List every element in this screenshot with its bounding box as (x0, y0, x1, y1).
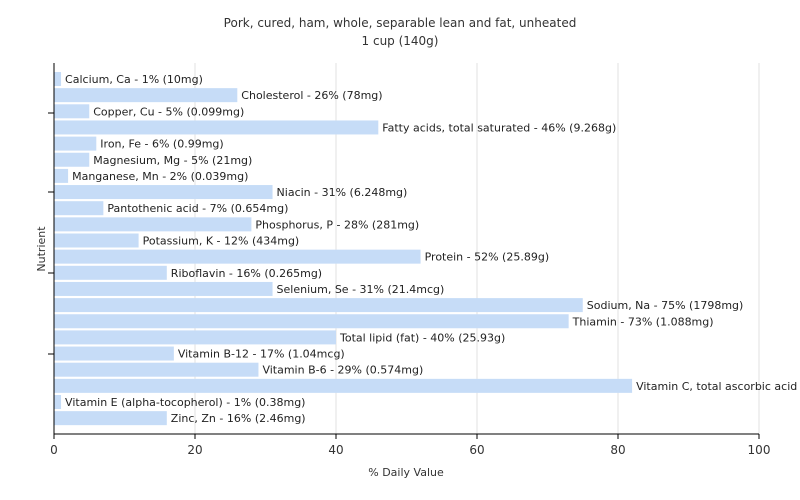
y-axis-title: Nutrient (35, 226, 48, 272)
bar (54, 298, 583, 313)
bar (54, 378, 633, 393)
x-tick-label: 0 (50, 443, 58, 457)
x-tick-label: 20 (187, 443, 202, 457)
axes: 0 20 40 60 80 100 (48, 63, 770, 457)
bar-label: Riboflavin - 16% (0.265mg) (171, 267, 322, 280)
bar (54, 152, 90, 167)
bars: Calcium, Ca - 1% (10mg) Cholesterol - 26%… (54, 72, 800, 426)
bar (54, 233, 139, 248)
bar (54, 104, 90, 119)
bar-label: Cholesterol - 26% (78mg) (241, 89, 382, 102)
bar-label: Niacin - 31% (6.248mg) (277, 186, 408, 199)
bar (54, 265, 167, 280)
bar (54, 330, 336, 345)
bar-label: Iron, Fe - 6% (0.99mg) (100, 138, 223, 151)
bar-label: Vitamin E (alpha-tocopherol) - 1% (0.38m… (65, 396, 305, 409)
x-axis-title: % Daily Value (368, 466, 444, 479)
bar-label: Total lipid (fat) - 40% (25.93g) (339, 331, 505, 344)
bar (54, 136, 97, 151)
x-tick-label: 60 (469, 443, 484, 457)
bar (54, 72, 62, 86)
bar (54, 120, 379, 135)
bar-label: Protein - 52% (25.89g) (425, 251, 550, 264)
bar (54, 395, 62, 409)
bar-label: Thiamin - 73% (1.088mg) (572, 315, 714, 328)
x-tick-label: 80 (610, 443, 625, 457)
bar (54, 201, 104, 216)
bar (54, 346, 174, 361)
bar-label: Pantothenic acid - 7% (0.654mg) (107, 202, 288, 215)
bar (54, 249, 421, 264)
x-tick-label: 100 (748, 443, 771, 457)
bar-label: Vitamin B-6 - 29% (0.574mg) (262, 364, 423, 377)
bar-label: Copper, Cu - 5% (0.099mg) (93, 105, 244, 118)
bar-label: Vitamin C, total ascorbic acid - 82% (48… (636, 380, 800, 393)
gridlines (194, 63, 760, 434)
bar-label: Manganese, Mn - 2% (0.039mg) (72, 170, 248, 183)
bar-label: Calcium, Ca - 1% (10mg) (65, 73, 203, 86)
bar (54, 411, 167, 426)
bar-label: Magnesium, Mg - 5% (21mg) (93, 154, 252, 167)
chart-title: Pork, cured, ham, whole, separable lean … (224, 16, 577, 30)
bar-label: Vitamin B-12 - 17% (1.04mcg) (178, 348, 345, 361)
bar-label: Selenium, Se - 31% (21.4mcg) (277, 283, 445, 296)
chart-subtitle: 1 cup (140g) (362, 34, 439, 48)
bar (54, 281, 273, 296)
bar-label: Sodium, Na - 75% (1798mg) (587, 299, 744, 312)
bar-label: Potassium, K - 12% (434mg) (143, 235, 300, 248)
bar (54, 168, 69, 183)
x-tick-label: 40 (328, 443, 343, 457)
bar (54, 185, 273, 200)
bar (54, 362, 259, 377)
bar-label: Zinc, Zn - 16% (2.46mg) (171, 412, 306, 425)
bar (54, 314, 569, 329)
bar (54, 88, 238, 103)
bar-label: Fatty acids, total saturated - 46% (9.26… (382, 121, 616, 134)
bar-label: Phosphorus, P - 28% (281mg) (255, 218, 419, 231)
bar (54, 217, 252, 232)
